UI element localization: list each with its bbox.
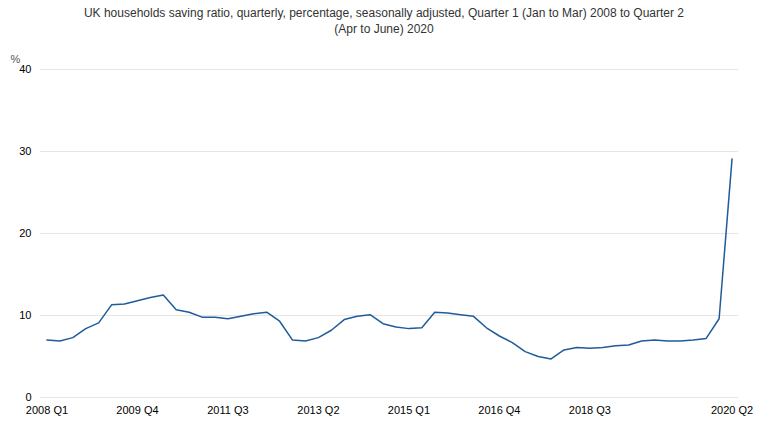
svg-text:2018 Q3: 2018 Q3 [569, 404, 611, 416]
svg-text:0: 0 [25, 391, 31, 403]
svg-text:2015 Q1: 2015 Q1 [388, 404, 430, 416]
svg-text:2009 Q4: 2009 Q4 [116, 404, 158, 416]
svg-text:2013 Q2: 2013 Q2 [297, 404, 339, 416]
svg-text:2011 Q3: 2011 Q3 [207, 404, 248, 416]
svg-text:30: 30 [19, 145, 31, 157]
svg-text:20: 20 [19, 227, 31, 239]
svg-text:40: 40 [19, 63, 31, 75]
svg-text:%: % [11, 53, 21, 65]
svg-text:2016 Q4: 2016 Q4 [478, 404, 520, 416]
svg-text:2008 Q1: 2008 Q1 [26, 404, 68, 416]
svg-text:2020 Q2: 2020 Q2 [711, 404, 753, 416]
svg-text:10: 10 [19, 309, 31, 321]
html-text:UK households saving ratio, qu: UK households saving ratio, quarterly, p… [83, 6, 684, 36]
